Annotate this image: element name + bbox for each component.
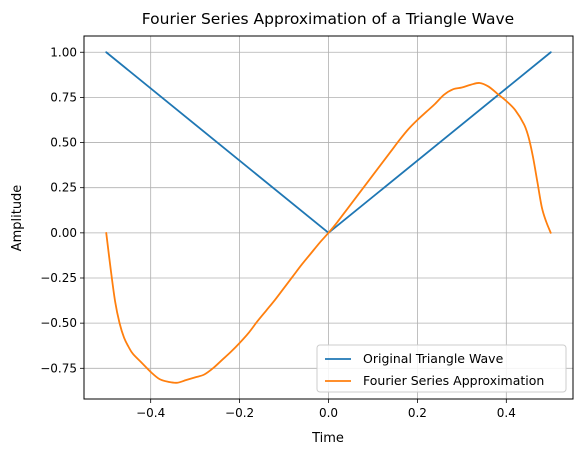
y-tick-label: −0.75 <box>40 361 77 375</box>
y-tick-label: 0.25 <box>50 181 77 195</box>
series-line-fourier-approximation <box>105 82 552 384</box>
axis-ticks: −0.4 −0.2 0.0 0.2 0.4 −0.75 −0.50 −0.25 0.00 0.25… <box>40 45 516 420</box>
plot-series <box>105 51 552 384</box>
x-tick-label: 0.4 <box>497 406 516 420</box>
y-tick-label: 0.50 <box>50 136 77 150</box>
y-axis-label: Amplitude <box>10 185 25 252</box>
legend-label-original: Original Triangle Wave <box>363 351 504 366</box>
x-tick-label: 0.0 <box>319 406 338 420</box>
y-tick-label: −0.25 <box>40 271 77 285</box>
y-tick-label: 0.00 <box>50 226 77 240</box>
grid <box>84 36 573 399</box>
y-tick-label: 0.75 <box>50 90 77 104</box>
legend: Original Triangle Wave Fourier Series Ap… <box>316 344 567 393</box>
y-tick-label: 1.00 <box>50 45 77 59</box>
x-tick-label: 0.2 <box>408 406 427 420</box>
legend-box <box>316 344 567 393</box>
chart-title: Fourier Series Approximation of a Triang… <box>142 10 514 28</box>
y-tick-label: −0.50 <box>40 316 77 330</box>
legend-label-fourier: Fourier Series Approximation <box>363 373 544 388</box>
x-axis-label: Time <box>311 431 344 446</box>
x-tick-label: −0.4 <box>136 406 165 420</box>
x-tick-label: −0.2 <box>225 406 254 420</box>
